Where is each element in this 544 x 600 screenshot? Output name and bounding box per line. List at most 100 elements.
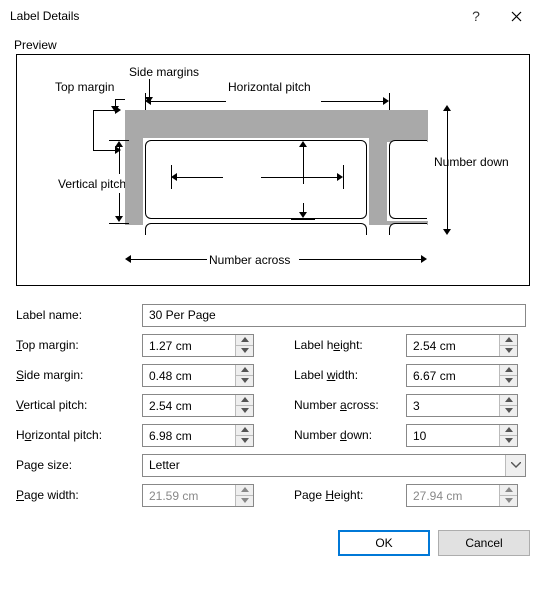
- diag-block-top: [125, 110, 428, 138]
- close-button[interactable]: [496, 2, 536, 30]
- diag-hp-tick2: [389, 93, 390, 110]
- side-margin-value: 0.48 cm: [143, 365, 235, 386]
- label-height-value: 2.54 cm: [407, 335, 499, 356]
- spin-up-icon[interactable]: [236, 335, 253, 345]
- diag-vp-v2: [119, 193, 120, 217]
- diag-label-vertical-pitch: Vertical pitch: [58, 177, 126, 191]
- label-height-label: Label height:: [294, 338, 406, 352]
- preview-frame: Side margins Top margin Horizontal pitch…: [16, 54, 530, 286]
- label-width-label: Label width:: [294, 368, 406, 382]
- help-icon: ?: [472, 8, 480, 24]
- diag-na-al: [125, 255, 131, 263]
- spin-down-icon[interactable]: [500, 345, 517, 356]
- number-down-label: Number down:: [294, 428, 406, 442]
- vertical-pitch-spinner[interactable]: 2.54 cm: [142, 394, 254, 417]
- cancel-button[interactable]: Cancel: [438, 530, 530, 556]
- horizontal-pitch-value: 6.98 cm: [143, 425, 235, 446]
- diag-vp-au: [115, 141, 123, 147]
- spin-down-icon[interactable]: [236, 435, 253, 446]
- label-width-spinner[interactable]: 6.67 cm: [406, 364, 518, 387]
- diag-tm2-a1: [115, 106, 121, 114]
- spin-down-icon[interactable]: [500, 405, 517, 416]
- diag-hp-l2: [321, 101, 383, 102]
- horizontal-pitch-spinner[interactable]: 6.98 cm: [142, 424, 254, 447]
- preview-diagram: Side margins Top margin Horizontal pitch…: [33, 65, 513, 275]
- diag-label-box-3: [389, 140, 427, 219]
- help-button[interactable]: ?: [456, 2, 496, 30]
- page-size-label: Page size:: [14, 458, 142, 472]
- page-height-label: Page Height:: [294, 488, 406, 502]
- diag-h-t1: [291, 140, 315, 141]
- spin-up-icon[interactable]: [500, 395, 517, 405]
- window-title: Label Details: [10, 9, 456, 23]
- diag-w-ar: [337, 173, 343, 181]
- diag-tm2-h2: [93, 150, 117, 151]
- preview-group-label: Preview: [14, 38, 530, 52]
- diag-h-au: [299, 141, 307, 147]
- spin-down-icon[interactable]: [236, 405, 253, 416]
- page-width-value: 21.59 cm: [143, 485, 235, 506]
- chevron-down-icon: [505, 455, 525, 476]
- diag-block-col2: [369, 138, 387, 225]
- label-name-input[interactable]: [142, 304, 526, 327]
- number-down-spinner[interactable]: 10: [406, 424, 518, 447]
- diag-nd-v: [447, 110, 448, 230]
- diag-label-top-margin: Top margin: [55, 80, 114, 94]
- diag-na-ar: [421, 255, 427, 263]
- spin-up-icon[interactable]: [236, 395, 253, 405]
- diag-label-box-4: [389, 223, 427, 235]
- diag-tm-h: [115, 99, 125, 100]
- page-height-value: 27.94 cm: [407, 485, 499, 506]
- spin-down-icon[interactable]: [236, 375, 253, 386]
- diag-w-l2: [261, 177, 337, 178]
- diag-vp-v1: [119, 146, 120, 174]
- diag-h-v1: [303, 146, 304, 184]
- number-across-spinner[interactable]: 3: [406, 394, 518, 417]
- ok-button[interactable]: OK: [338, 530, 430, 556]
- spin-up-icon[interactable]: [500, 335, 517, 345]
- diag-tm2-a2: [115, 146, 121, 154]
- diag-na-l2: [299, 259, 421, 260]
- form: Label name: Top margin: 1.27 cm Label he…: [14, 300, 530, 510]
- page-size-value: Letter: [143, 456, 505, 474]
- spin-up-icon[interactable]: [500, 365, 517, 375]
- diag-label-box-1: [145, 140, 367, 219]
- page-size-select[interactable]: Letter: [142, 454, 526, 477]
- top-margin-spinner[interactable]: 1.27 cm: [142, 334, 254, 357]
- spin-down-icon: [500, 495, 517, 506]
- diag-tm2-h1: [93, 110, 117, 111]
- label-width-value: 6.67 cm: [407, 365, 499, 386]
- diag-w-t2: [343, 165, 344, 189]
- diag-na-l1: [131, 259, 207, 260]
- spin-up-icon: [236, 485, 253, 495]
- diag-vp-t2: [109, 223, 129, 224]
- close-icon: [511, 11, 522, 22]
- diag-hp-al: [145, 97, 151, 105]
- titlebar: Label Details ?: [0, 0, 544, 32]
- horizontal-pitch-label: Horizontal pitch:: [14, 428, 142, 442]
- spin-up-icon: [500, 485, 517, 495]
- dialog-buttons: OK Cancel: [0, 520, 544, 556]
- spin-down-icon: [236, 495, 253, 506]
- label-height-spinner[interactable]: 2.54 cm: [406, 334, 518, 357]
- side-margin-spinner[interactable]: 0.48 cm: [142, 364, 254, 387]
- spin-down-icon[interactable]: [236, 345, 253, 356]
- page-height-spinner: 27.94 cm: [406, 484, 518, 507]
- spin-down-icon[interactable]: [500, 435, 517, 446]
- number-across-value: 3: [407, 395, 499, 416]
- diag-vp-ad: [115, 216, 123, 222]
- diag-label-number-down: Number down: [434, 155, 509, 169]
- diag-h-ad: [299, 212, 307, 218]
- spin-up-icon[interactable]: [500, 425, 517, 435]
- top-margin-value: 1.27 cm: [143, 335, 235, 356]
- diag-tm2-v: [93, 110, 94, 150]
- spin-up-icon[interactable]: [236, 425, 253, 435]
- diag-w-al: [171, 173, 177, 181]
- diag-label-side-margins: Side margins: [129, 65, 199, 79]
- diag-nd-ad: [443, 229, 451, 235]
- diag-nd-au: [443, 105, 451, 111]
- spin-up-icon[interactable]: [236, 365, 253, 375]
- spin-down-icon[interactable]: [500, 375, 517, 386]
- label-name-label: Label name:: [14, 308, 142, 322]
- diag-sm-v: [149, 79, 150, 99]
